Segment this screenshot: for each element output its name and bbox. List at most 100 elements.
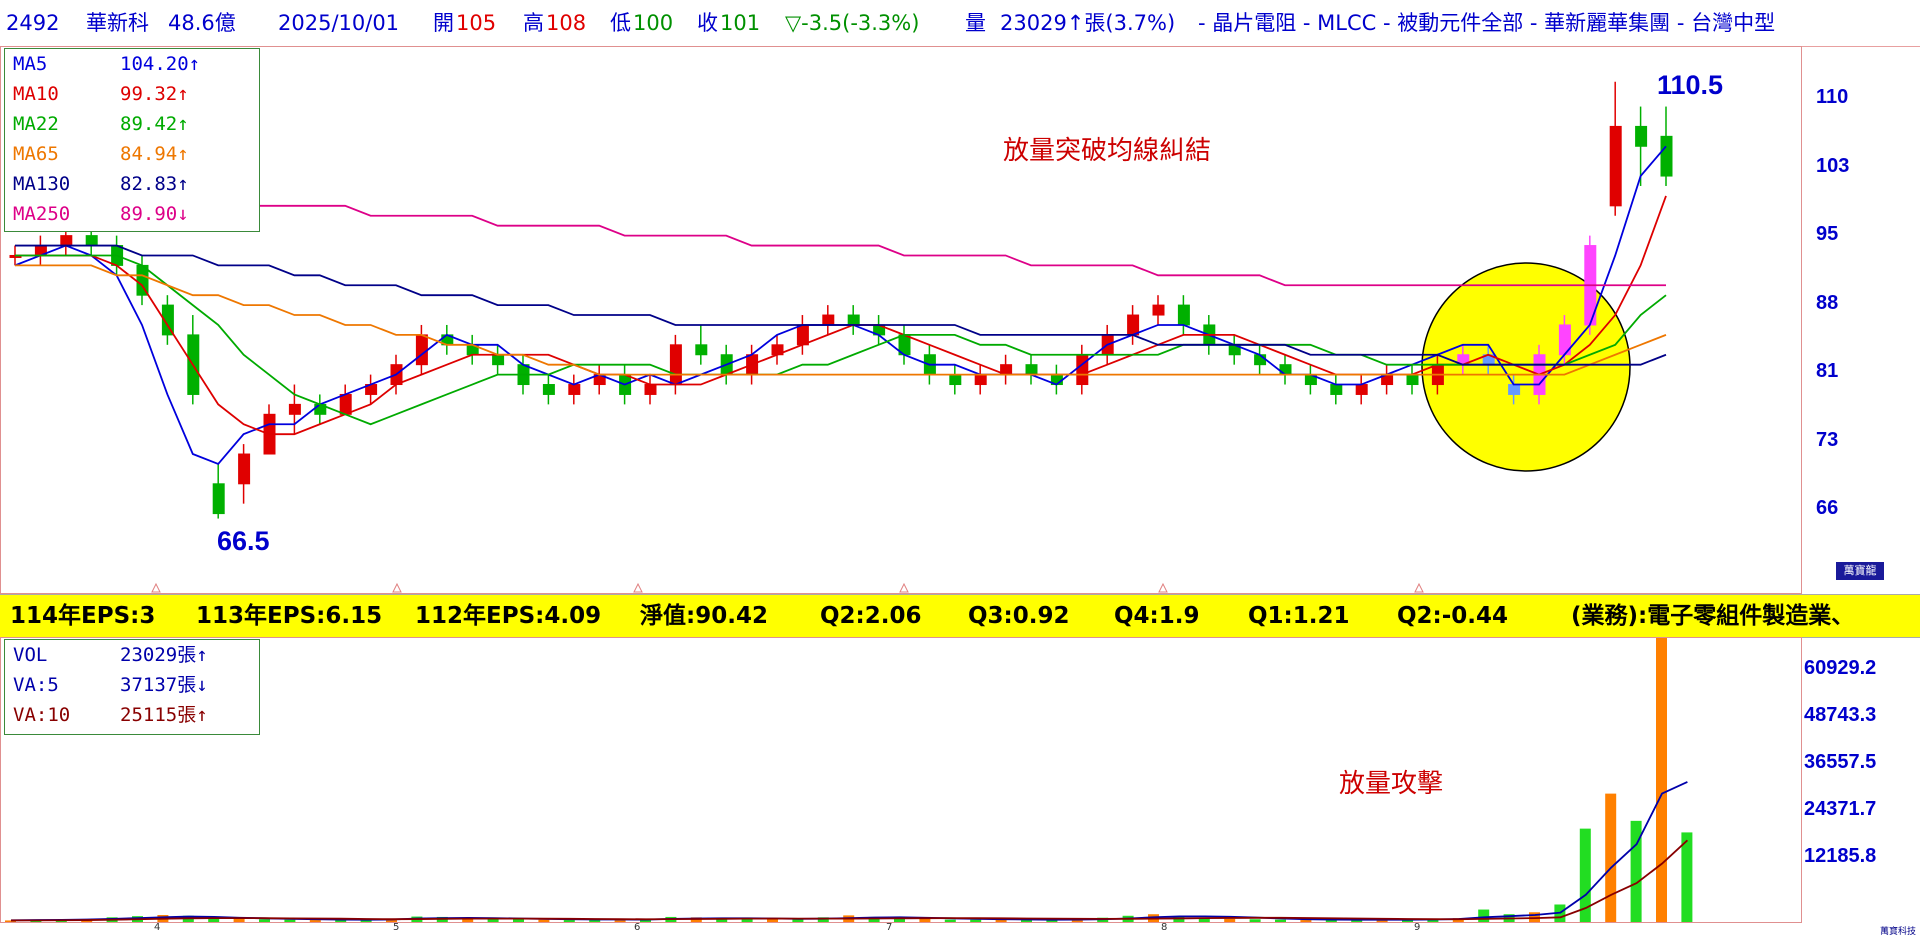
candle-body xyxy=(644,384,657,395)
volume-panel xyxy=(0,637,1802,923)
ma130-label: MA130 xyxy=(13,173,71,195)
month-tick xyxy=(633,582,643,593)
volume-bar xyxy=(970,919,982,922)
month-tick xyxy=(151,582,161,593)
month-label: 7 xyxy=(886,922,893,933)
volume-bar xyxy=(640,919,651,922)
month-label: 4 xyxy=(154,922,161,933)
volume-bar xyxy=(817,917,829,922)
volume-bar xyxy=(944,919,956,922)
candle-body xyxy=(949,374,962,386)
va5-value: 37137張↓ xyxy=(120,674,208,696)
volume-bar xyxy=(5,920,16,922)
ma-line-ma65 xyxy=(15,264,1667,376)
volume-bar xyxy=(1046,920,1058,922)
volume-bar xyxy=(563,920,575,922)
candle-body xyxy=(1355,384,1368,395)
candle-body xyxy=(1330,384,1343,395)
candle-body xyxy=(1508,384,1521,395)
volume-bar xyxy=(284,919,296,922)
va10-value: 25115張↑ xyxy=(120,704,208,726)
va10-label: VA:10 xyxy=(13,704,71,726)
ma-legend-row: MA65 84.94↑ xyxy=(5,139,259,169)
vol-legend-row: VA:5 37137張↓ xyxy=(5,670,259,700)
volume-attack-annotation: 放量攻擊 xyxy=(1339,769,1444,799)
net-value: 淨值:90.42 xyxy=(640,603,768,629)
volume-bar xyxy=(1630,820,1642,922)
ma-line-ma22 xyxy=(15,254,1667,426)
volume-bar xyxy=(614,919,626,922)
eps-112: 112年EPS:4.09 xyxy=(415,603,602,629)
brand-logo: 萬寶龍 xyxy=(1836,562,1884,580)
open-value: 105 xyxy=(456,11,497,35)
vol-tick-5: 12185.8 xyxy=(1804,845,1877,867)
volume-bar xyxy=(868,916,880,922)
month-label: 9 xyxy=(1414,922,1421,933)
candle-body xyxy=(542,384,555,395)
volume-bar xyxy=(1579,828,1591,922)
footer-logo: 萬寶科技 xyxy=(1880,927,1917,937)
ma-line-ma10 xyxy=(15,195,1667,436)
business-desc: (業務):電子零組件製造業、 xyxy=(1571,603,1855,629)
q2-a: Q2:2.06 xyxy=(820,603,922,629)
y-tick-95: 95 xyxy=(1816,223,1839,245)
volume-bar xyxy=(538,919,550,922)
volume-bar xyxy=(208,918,220,922)
candle-body xyxy=(796,324,809,346)
volume-value: 23029↑張(3.7%) xyxy=(1000,11,1176,35)
eps-bar: 114年EPS:3 113年EPS:6.15 112年EPS:4.09 淨值:9… xyxy=(0,594,1920,638)
volume-bar xyxy=(1224,918,1236,922)
ma-line-ma250 xyxy=(15,185,1666,287)
y-tick-88: 88 xyxy=(1816,292,1839,314)
month-tick xyxy=(392,582,402,593)
candle-body xyxy=(492,354,505,366)
ma5-label: MA5 xyxy=(13,53,48,75)
month-label: 8 xyxy=(1161,922,1168,933)
change-value: ▽-3.5(-3.3%) xyxy=(785,11,920,35)
volume-bar xyxy=(233,918,245,922)
candle-body xyxy=(822,314,835,326)
volume-bar xyxy=(995,919,1007,922)
eps-114: 114年EPS:3 xyxy=(10,603,156,629)
y-tick-66: 66 xyxy=(1816,497,1839,519)
candlestick-chart xyxy=(9,81,1673,593)
candle-body xyxy=(847,314,860,326)
candle-body xyxy=(669,344,682,386)
candle-body xyxy=(1025,364,1038,376)
y-tick-103: 103 xyxy=(1816,155,1850,177)
volume-bar xyxy=(1529,912,1540,922)
volume-bar xyxy=(1427,918,1439,922)
volume-bar xyxy=(1605,793,1617,922)
low-value: 100 xyxy=(633,11,674,35)
close-value: 101 xyxy=(720,11,761,35)
industry-tags: - 晶片電阻 - MLCC - 被動元件全部 - 華新麗華集團 - 台灣中型 xyxy=(1198,11,1776,35)
vol-tick-1: 60929.2 xyxy=(1804,657,1877,679)
highlight-circle xyxy=(1421,262,1631,472)
month-label: 6 xyxy=(634,922,641,933)
ma5-value: 104.20↑ xyxy=(120,53,201,75)
eps-113: 113年EPS:6.15 xyxy=(196,603,383,629)
ma130-value: 82.83↑ xyxy=(120,173,189,195)
q4: Q4:1.9 xyxy=(1114,603,1200,629)
month-tick xyxy=(1414,582,1424,593)
volume-bar xyxy=(462,918,474,922)
candle-body xyxy=(695,344,708,356)
high-value: 108 xyxy=(546,11,587,35)
candle-body xyxy=(415,334,428,366)
breakout-annotation: 放量突破均線糾結 xyxy=(1003,136,1212,166)
volume-label: 量 xyxy=(965,11,986,35)
volume-bar xyxy=(1021,919,1032,922)
high-price-label: 110.5 xyxy=(1657,70,1724,100)
volume-bar xyxy=(1351,919,1363,922)
ma22-label: MA22 xyxy=(13,113,59,135)
month-tick xyxy=(899,582,909,593)
volume-bar xyxy=(1656,638,1667,922)
volume-bar xyxy=(1249,919,1261,922)
volume-bar xyxy=(309,920,321,922)
volume-chart xyxy=(5,638,1693,922)
volume-bar xyxy=(1681,832,1693,922)
volume-bar xyxy=(1300,920,1312,922)
candle-body xyxy=(339,393,352,415)
candle-body xyxy=(1076,354,1089,386)
candle-body xyxy=(161,304,174,336)
